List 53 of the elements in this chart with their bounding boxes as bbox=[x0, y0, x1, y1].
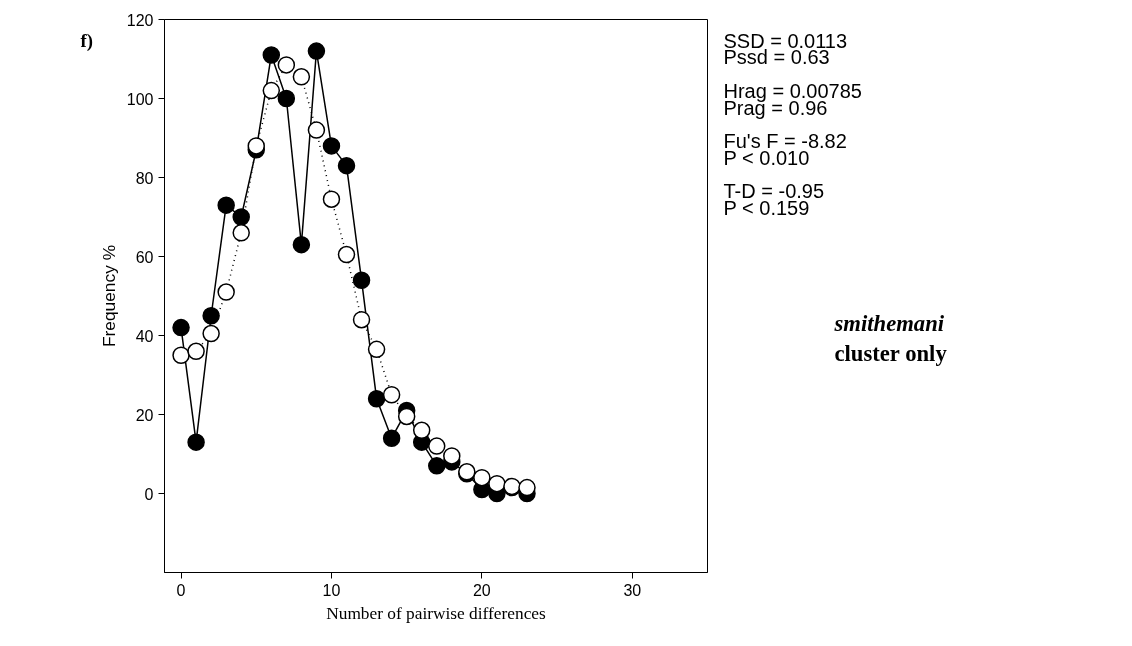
point bbox=[217, 196, 235, 214]
point bbox=[352, 271, 371, 289]
y-tick-label: 120 bbox=[126, 11, 154, 29]
point bbox=[307, 42, 326, 60]
y-tick-label: 80 bbox=[135, 169, 154, 187]
point bbox=[232, 224, 250, 242]
point bbox=[443, 447, 461, 465]
point bbox=[172, 318, 190, 337]
point bbox=[262, 46, 281, 64]
point bbox=[292, 235, 311, 254]
point bbox=[247, 137, 265, 155]
point bbox=[292, 68, 311, 86]
point bbox=[202, 324, 220, 343]
point bbox=[262, 81, 281, 100]
y-tick-label: 100 bbox=[126, 90, 154, 108]
point bbox=[367, 340, 386, 359]
point bbox=[518, 478, 536, 497]
point bbox=[307, 121, 326, 139]
text: smithemani bbox=[833, 310, 945, 336]
y-tick-label: 20 bbox=[135, 406, 154, 424]
point bbox=[322, 137, 341, 155]
point bbox=[382, 386, 401, 404]
point bbox=[322, 190, 341, 208]
text: f) bbox=[80, 29, 93, 52]
point bbox=[473, 468, 491, 487]
text: cluster only bbox=[834, 341, 948, 367]
point bbox=[352, 310, 371, 329]
x-tick-label: 0 bbox=[176, 581, 186, 599]
point bbox=[397, 407, 416, 426]
point bbox=[217, 283, 235, 301]
point bbox=[382, 429, 401, 447]
y-tick-label: 60 bbox=[135, 248, 154, 266]
point bbox=[202, 307, 220, 325]
x-tick-label: 30 bbox=[623, 581, 642, 599]
point bbox=[337, 245, 356, 264]
x-tick-label: 20 bbox=[472, 581, 491, 599]
y-tick-label: 40 bbox=[135, 327, 154, 345]
point bbox=[277, 89, 296, 108]
point bbox=[277, 56, 296, 74]
point bbox=[367, 389, 386, 408]
point bbox=[172, 346, 190, 364]
point bbox=[187, 342, 205, 361]
point bbox=[412, 421, 431, 440]
y-axis-title: Frequency % bbox=[98, 244, 119, 348]
point bbox=[187, 433, 205, 451]
text: SSD = 0.0113 Pssd = 0.63 Hrag = 0.00785 Prag = 0.96 Fu's F = -8.82 P < 0.010 T-D = -0.95 P < 0.159 bbox=[723, 29, 862, 219]
point bbox=[232, 208, 250, 226]
point bbox=[337, 156, 356, 175]
point bbox=[488, 474, 506, 493]
point bbox=[428, 457, 446, 475]
x-axis-title: Number of pairwise differences bbox=[326, 603, 547, 623]
x-tick-label: 10 bbox=[322, 581, 341, 599]
y-tick-label: 0 bbox=[144, 485, 154, 503]
